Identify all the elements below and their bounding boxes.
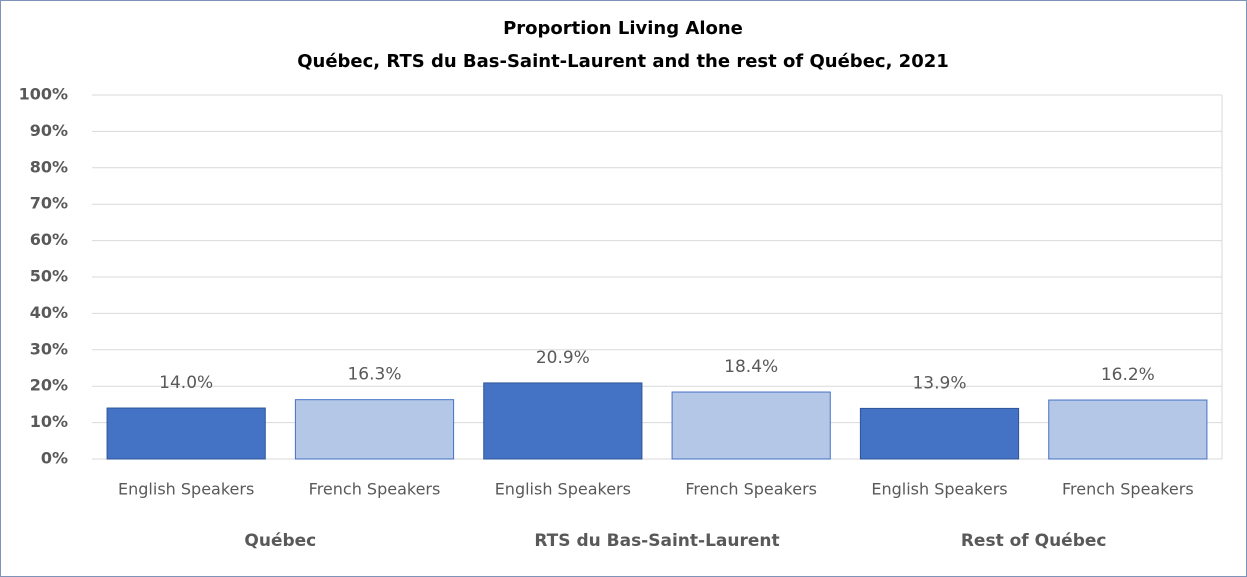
bar	[859, 407, 1020, 460]
y-tick-label: 60%	[30, 230, 68, 249]
bar	[671, 391, 831, 460]
group-label: Rest of Québec	[961, 531, 1107, 551]
y-tick-label: 10%	[30, 412, 68, 431]
x-tick-label: French Speakers	[1062, 480, 1194, 499]
value-label: 13.9%	[912, 373, 966, 393]
value-label: 16.2%	[1101, 365, 1155, 385]
y-tick-label: 100%	[19, 85, 68, 104]
bar	[106, 407, 266, 460]
y-tick-label: 90%	[30, 121, 68, 140]
y-tick-label: 0%	[41, 449, 68, 468]
x-tick-label: French Speakers	[309, 480, 441, 499]
value-label: 16.3%	[347, 365, 401, 385]
x-tick-label: French Speakers	[685, 480, 817, 499]
y-tick-label: 80%	[30, 157, 68, 176]
x-tick-label: English Speakers	[495, 480, 631, 499]
group-label: Québec	[244, 531, 316, 551]
bar	[483, 382, 643, 460]
bar	[294, 399, 455, 460]
x-tick-label: English Speakers	[871, 480, 1007, 499]
y-tick-label: 30%	[30, 339, 68, 358]
x-tick-label: English Speakers	[118, 480, 254, 499]
bar	[1048, 399, 1208, 460]
y-tick-label: 40%	[30, 303, 68, 322]
y-tick-label: 70%	[30, 194, 68, 213]
value-label: 14.0%	[159, 373, 213, 393]
y-tick-label: 50%	[30, 267, 68, 286]
chart-title: Proportion Living Alone	[503, 18, 743, 39]
group-label: RTS du Bas-Saint-Laurent	[534, 531, 779, 551]
chart-subtitle: Québec, RTS du Bas-Saint-Laurent and the…	[297, 51, 949, 72]
value-label: 20.9%	[536, 348, 590, 368]
value-label: 18.4%	[724, 357, 778, 377]
y-tick-label: 20%	[30, 376, 68, 395]
